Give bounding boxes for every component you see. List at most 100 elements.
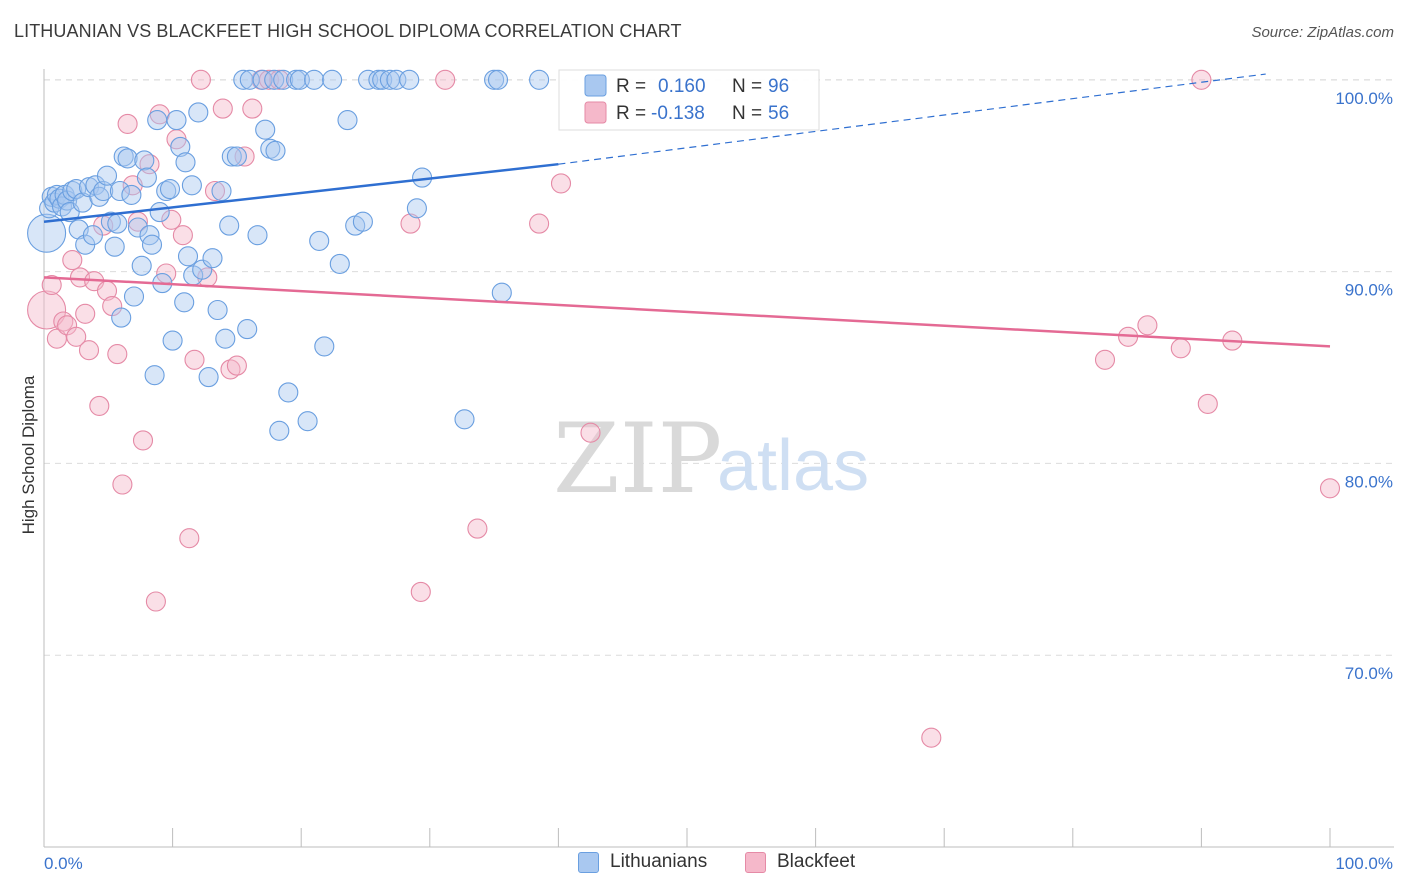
point-blackfeet [242,98,263,119]
y-tick-label: 80.0% [1345,472,1393,491]
trend-line-blackfeet [43,276,1331,348]
stats-swatch-lithuanians [584,74,607,97]
point-blackfeet [132,430,154,451]
point-blackfeet [400,213,421,234]
point-blackfeet [580,422,601,443]
point-lithuanians [337,110,358,131]
watermark-zip: ZIP [553,403,722,515]
point-lithuanians [147,110,168,131]
point-lithuanians [174,292,195,313]
series-lithuanians [27,69,550,441]
point-lithuanians [207,299,228,321]
point-lithuanians [314,336,335,357]
source-label: Source: ZipAtlas.com [1251,24,1394,41]
watermark-atlas: atlas [717,426,869,506]
point-blackfeet [1197,393,1218,414]
point-lithuanians [162,330,183,351]
point-blackfeet [66,326,87,347]
point-lithuanians [136,167,157,188]
point-lithuanians [149,202,170,223]
stats-n-label-blackfeet: N = [732,103,767,124]
point-lithuanians [127,217,148,238]
point-lithuanians [192,259,213,280]
point-blackfeet [1170,338,1191,359]
point-lithuanians [46,184,67,205]
point-blackfeet [78,340,100,361]
point-blackfeet [1319,478,1341,499]
x-axis-ticks [43,828,1331,847]
point-lithuanians [123,286,145,307]
point-blackfeet [27,290,67,330]
legend-label-blackfeet: Blackfeet [777,851,856,872]
point-lithuanians [352,211,373,232]
point-lithuanians [304,69,325,90]
legend-swatch-lithuanians [578,851,599,873]
point-lithuanians [104,236,125,257]
point-blackfeet [921,727,942,748]
point-lithuanians [188,102,209,123]
point-blackfeet [53,311,74,332]
trend-line-lithuanians-extension [558,73,1266,165]
y-tick-label: 100.0% [1335,89,1393,108]
point-lithuanians [252,69,273,90]
point-blackfeet [41,274,62,296]
point-lithuanians [89,186,110,207]
x-tick-label-max: 100.0% [1335,854,1393,873]
point-lithuanians [198,367,219,388]
point-lithuanians [454,409,475,430]
point-lithuanians [211,180,232,202]
point-lithuanians [297,411,318,432]
stats-n-label-lithuanians: N = [732,76,767,97]
trend-line-lithuanians [43,162,559,223]
point-lithuanians [358,69,379,90]
point-lithuanians [131,255,152,276]
point-lithuanians [27,213,67,253]
point-blackfeet [172,225,193,246]
point-lithuanians [109,180,130,202]
point-blackfeet [145,591,166,612]
point-lithuanians [93,180,114,202]
stats-r-label-blackfeet: R = [616,103,651,124]
stats-r-value-lithuanians: 0.160 [658,76,706,97]
point-lithuanians [491,282,512,303]
point-lithuanians [215,328,236,349]
point-lithuanians [226,146,247,167]
point-lithuanians [175,152,196,173]
point-lithuanians [269,420,290,441]
point-lithuanians [329,253,350,274]
point-blackfeet [220,359,241,380]
point-lithuanians [278,382,299,403]
y-tick-label: 90.0% [1345,281,1393,300]
point-lithuanians [111,307,132,328]
legend-swatch-blackfeet [745,851,766,873]
point-lithuanians [107,213,128,234]
point-blackfeet [112,474,133,495]
trend-lines [43,73,1331,348]
point-lithuanians [202,248,223,269]
y-axis-title: High School Diploma [19,375,38,534]
point-blackfeet [467,518,488,539]
stats-r-value-blackfeet: -0.138 [651,103,705,124]
point-blackfeet [179,528,200,549]
legend-label-lithuanians: Lithuanians [610,851,708,872]
point-lithuanians [170,136,191,157]
point-lithuanians [289,69,310,90]
point-lithuanians [247,225,268,246]
point-blackfeet [212,98,233,119]
point-blackfeet [62,250,83,271]
point-lithuanians [141,234,163,255]
chart-title: LITHUANIAN VS BLACKFEET HIGH SCHOOL DIPL… [14,21,682,41]
point-lithuanians [134,150,155,171]
point-lithuanians [372,69,393,90]
stats-n-value-blackfeet: 56 [768,103,789,124]
point-blackfeet [226,355,247,376]
point-blackfeet [435,69,456,90]
point-lithuanians [399,69,420,90]
point-blackfeet [1191,69,1212,90]
point-blackfeet [550,173,572,194]
point-blackfeet [1094,349,1116,370]
point-blackfeet [161,209,182,230]
point-lithuanians [219,215,240,236]
point-lithuanians [121,184,142,205]
